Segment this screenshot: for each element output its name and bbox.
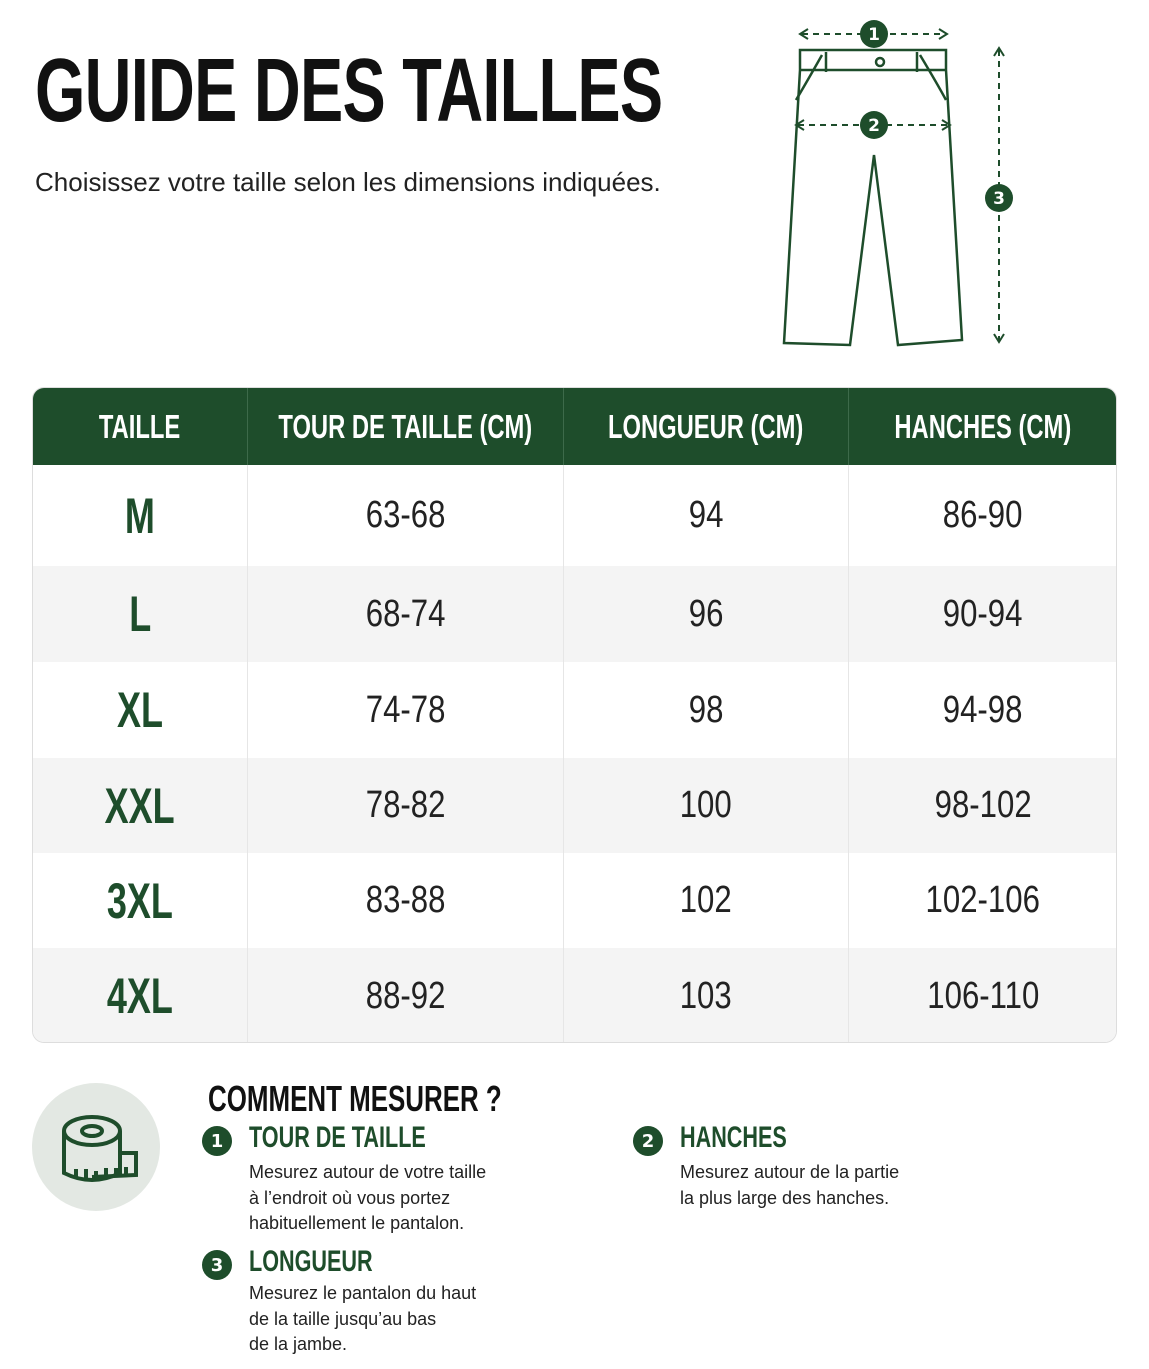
title: GUIDE DES TAILLES — [35, 41, 663, 141]
column-header: TAILLE — [33, 388, 248, 465]
value-cell: 78-82 — [248, 758, 564, 853]
marker: 3 — [993, 189, 1005, 209]
header-text: LONGUEUR (CM) — [608, 407, 804, 445]
cell-text: 94 — [688, 494, 724, 536]
cell-text: 78-82 — [365, 784, 446, 826]
header-text: TOUR DE TAILLE (CM) — [278, 407, 533, 445]
cell-text: 90-94 — [943, 592, 1023, 635]
item-number: 2 — [633, 1126, 663, 1156]
size-cell: M — [33, 465, 248, 566]
marker: 2 — [868, 116, 880, 136]
value-cell: 98 — [564, 662, 849, 758]
size-cell: 3XL — [33, 853, 248, 948]
value-cell: 83-88 — [248, 853, 564, 948]
value-cell: 94 — [564, 465, 849, 566]
column-header: LONGUEUR (CM) — [564, 388, 849, 465]
value-cell: 96 — [564, 566, 849, 662]
tape-icon — [32, 1083, 160, 1211]
item-title: LONGUEUR — [249, 1245, 373, 1278]
subtitle: Choisissez votre taille selon les dimens… — [35, 167, 661, 197]
value-cell: 94-98 — [849, 662, 1116, 758]
howto-title: COMMENT MESURER ? — [208, 1078, 502, 1119]
header-text: TAILLE — [99, 407, 181, 445]
value-cell: 63-68 — [248, 465, 564, 566]
cell-text: 98 — [688, 688, 724, 731]
marker: 1 — [868, 25, 880, 45]
item-text: à l’endroit où vous portez — [249, 1187, 451, 1208]
value-cell: 90-94 — [849, 566, 1116, 662]
value-cell: 103 — [564, 948, 849, 1042]
value-cell: 68-74 — [248, 566, 564, 662]
size-table: TAILLE TOUR DE TAILLE (CM) LONGUEUR (CM) HA… — [32, 387, 1117, 1043]
cell-text: 106-110 — [926, 974, 1040, 1017]
item-title: HANCHES — [680, 1121, 787, 1154]
column-header: HANCHES (CM) — [849, 388, 1116, 465]
cell-text: 94-98 — [943, 688, 1023, 731]
item-text: Mesurez le pantalon du haut — [249, 1283, 477, 1303]
size-cell: XL — [33, 662, 248, 758]
cell-text: M — [125, 487, 155, 544]
value-cell: 88-92 — [248, 948, 564, 1042]
cell-text: 63-68 — [365, 494, 446, 536]
column-header: TOUR DE TAILLE (CM) — [248, 388, 564, 465]
header-text: HANCHES (CM) — [894, 407, 1072, 445]
item-text: de la taille jusqu’au bas — [249, 1308, 437, 1329]
size-cell: L — [33, 566, 248, 662]
size-cell: XXL — [33, 758, 248, 853]
item-text: Mesurez autour de la partie — [680, 1162, 900, 1182]
item-title: TOUR DE TAILLE — [249, 1121, 426, 1154]
value-cell: 106-110 — [849, 948, 1116, 1042]
cell-text: 102-106 — [925, 879, 1041, 921]
cell-text: XL — [116, 682, 164, 738]
cell-text: XXL — [104, 777, 176, 834]
cell-text: 86-90 — [943, 494, 1023, 536]
cell-text: 68-74 — [365, 592, 446, 635]
value-cell: 100 — [564, 758, 849, 853]
value-cell: 74-78 — [248, 662, 564, 758]
item-number: 3 — [202, 1250, 232, 1280]
cell-text: 88-92 — [365, 974, 446, 1017]
value-cell: 98-102 — [849, 758, 1116, 853]
cell-text: L — [128, 586, 151, 642]
cell-text: 74-78 — [365, 688, 446, 731]
cell-text: 83-88 — [365, 879, 446, 921]
item-text: Mesurez autour de votre taille — [249, 1162, 487, 1182]
value-cell: 86-90 — [849, 465, 1116, 566]
cell-text: 100 — [680, 784, 732, 826]
cell-text: 103 — [680, 974, 732, 1017]
item-text: la plus large des hanches. — [680, 1187, 890, 1208]
cell-text: 102 — [680, 879, 732, 921]
item-text: habituellement le pantalon. — [249, 1213, 465, 1233]
pants-diagram: 1 2 3 — [782, 20, 1013, 347]
value-cell: 102 — [564, 853, 849, 948]
cell-text: 3XL — [106, 872, 174, 929]
cell-text: 4XL — [106, 968, 174, 1024]
item-text: de la jambe. — [249, 1334, 348, 1354]
value-cell: 102-106 — [849, 853, 1116, 948]
size-cell: 4XL — [33, 948, 248, 1042]
cell-text: 98-102 — [934, 784, 1032, 826]
cell-text: 96 — [688, 592, 724, 635]
item-number: 1 — [202, 1126, 232, 1156]
